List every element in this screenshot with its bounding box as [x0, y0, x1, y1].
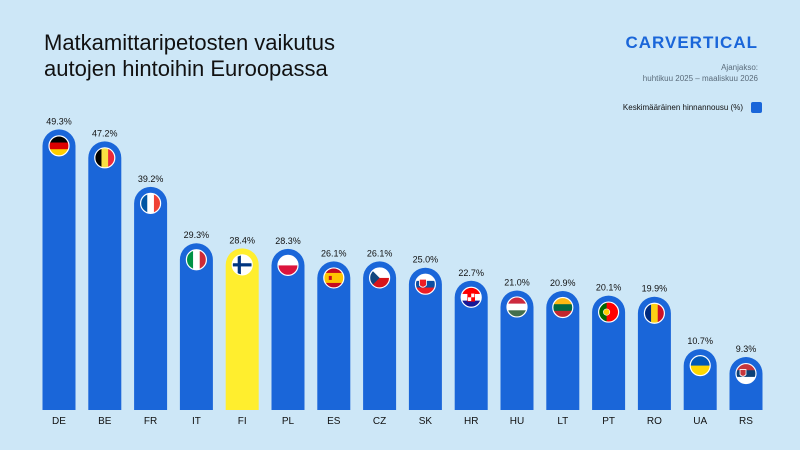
value-label-cz: 26.1% — [367, 248, 393, 258]
value-label-hr: 22.7% — [458, 268, 484, 278]
bar-it — [179, 243, 213, 410]
x-tick-label-hu: HU — [510, 416, 524, 427]
x-tick-label-es: ES — [327, 416, 341, 427]
x-tick-label-fi: FI — [238, 416, 247, 427]
value-label-fi: 28.4% — [229, 235, 255, 245]
bar-hu — [500, 290, 534, 410]
legend-label: Keskimääräinen hinnannousu (%) — [622, 103, 743, 112]
flag-ring — [369, 267, 391, 289]
flag-ring — [735, 362, 757, 385]
flag-ring — [323, 267, 345, 289]
flag-ring — [231, 254, 253, 276]
x-tick-label-ua: UA — [693, 416, 707, 427]
value-label-ua: 10.7% — [687, 336, 713, 346]
value-label-fr: 39.2% — [138, 174, 164, 184]
x-tick-label-fr: FR — [144, 416, 157, 427]
x-tick-label-ro: RO — [647, 416, 662, 427]
flag-ring — [643, 302, 666, 324]
flag-poland-icon — [278, 255, 298, 276]
value-label-hu: 21.0% — [504, 277, 530, 287]
value-label-it: 29.3% — [184, 230, 210, 240]
value-label-de: 49.3% — [46, 116, 72, 126]
flag-romania-icon — [644, 303, 665, 324]
value-label-pl: 28.3% — [275, 236, 301, 246]
legend: Keskimääräinen hinnannousu (%) — [623, 102, 762, 113]
bar-be — [88, 141, 122, 411]
flag-ring — [140, 192, 162, 214]
value-label-rs: 9.3% — [736, 344, 757, 354]
chart-title: Matkamittaripetosten vaikutus autojen hi… — [44, 30, 335, 82]
flag-serbia-icon — [736, 363, 756, 384]
flag-ukraine-icon — [690, 355, 711, 376]
flag-belgium-icon — [94, 147, 115, 168]
bar-de — [42, 129, 76, 410]
brand-logo: CARVERTICAL — [625, 33, 758, 52]
flag-ring — [277, 254, 299, 277]
flag-ring — [48, 135, 70, 157]
period-note: Ajanjakso: huhtikuu 2025 – maaliskuu 202… — [643, 62, 758, 84]
value-label-ro: 19.9% — [642, 284, 668, 294]
x-tick-label-hr: HR — [464, 416, 478, 427]
flag-slovakia-icon — [415, 274, 436, 295]
chart-title-line-2: autojen hintoihin Euroopassa — [44, 56, 328, 81]
flag-italy-icon — [186, 249, 207, 270]
bar-sk — [408, 267, 442, 410]
flag-ring — [689, 354, 711, 377]
flag-ring — [552, 296, 574, 319]
legend-swatch — [751, 102, 762, 113]
x-tick-label-lt: LT — [557, 416, 568, 427]
bar-fi — [225, 248, 259, 410]
x-tick-label-de: DE — [52, 416, 66, 427]
flag-germany-icon — [49, 135, 69, 156]
flag-croatia-icon — [461, 287, 482, 308]
flag-lithuania-icon — [552, 297, 573, 318]
flag-france-icon — [140, 193, 161, 214]
flag-ring — [94, 147, 116, 169]
flag-finland-icon — [232, 254, 253, 275]
period-range: huhtikuu 2025 – maaliskuu 2026 — [642, 74, 758, 83]
bar-pt — [592, 295, 626, 410]
x-tick-label-sk: SK — [419, 416, 433, 427]
flag-spain-icon — [323, 267, 344, 288]
x-tick-label-rs: RS — [739, 416, 753, 427]
bar-fr — [134, 186, 168, 410]
bar-pl — [271, 248, 305, 410]
flag-ring — [185, 249, 207, 271]
flag-czechia-icon — [369, 267, 390, 288]
value-label-sk: 25.0% — [413, 255, 439, 265]
flag-ring — [414, 273, 436, 295]
x-tick-label-pt: PT — [602, 416, 615, 427]
bar-es — [317, 261, 351, 410]
x-tick-label-pl: PL — [282, 416, 295, 427]
flag-hungary-icon — [507, 296, 527, 317]
value-label-pt: 20.1% — [596, 283, 622, 293]
bar-lt — [546, 291, 580, 410]
value-label-lt: 20.9% — [550, 278, 576, 288]
value-label-es: 26.1% — [321, 248, 347, 258]
x-tick-label-it: IT — [192, 416, 201, 427]
bar-hr — [454, 280, 488, 410]
flag-ring — [506, 296, 528, 318]
value-label-be: 47.2% — [92, 128, 118, 138]
chart-title-line-1: Matkamittaripetosten vaikutus — [44, 30, 336, 55]
bar-cz — [363, 261, 397, 410]
bar-ro — [637, 296, 671, 410]
flag-portugal-icon — [598, 302, 619, 323]
period-label: Ajanjakso: — [721, 63, 758, 72]
x-tick-label-be: BE — [98, 416, 112, 427]
flag-ring — [597, 301, 620, 323]
x-tick-label-cz: CZ — [373, 416, 386, 427]
flag-ring — [460, 286, 482, 308]
